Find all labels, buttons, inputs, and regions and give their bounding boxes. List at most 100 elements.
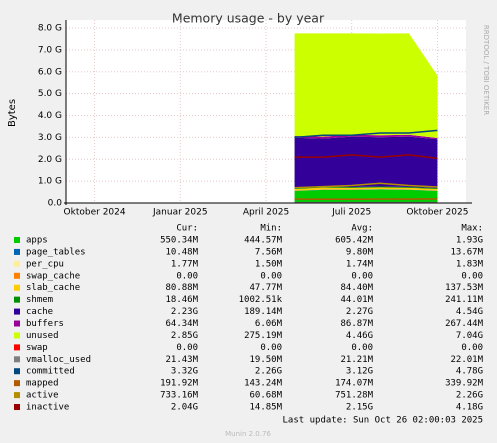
legend-stat: 4.46G — [346, 331, 373, 341]
line — [294, 154, 438, 160]
legend-stat: 174.07M — [335, 379, 374, 389]
legend-stat: 13.67M — [450, 247, 483, 257]
area — [294, 134, 438, 140]
x-tick-label: Juli 2025 — [331, 208, 371, 218]
legend-label: apps — [26, 236, 48, 246]
legend-swatch — [14, 248, 20, 255]
legend-stat: 550.34M — [160, 236, 199, 246]
legend-swatch — [14, 380, 20, 387]
legend-stat: 86.87M — [340, 319, 373, 329]
legend-label: committed — [26, 367, 75, 377]
legend-label: buffers — [26, 319, 64, 329]
legend-stat: 21.21M — [340, 355, 373, 365]
legend-stat: 241.11M — [445, 295, 484, 305]
y-tick-label: 5.0 G — [38, 89, 62, 99]
legend-header: Avg: — [351, 224, 373, 234]
legend-header: Max: — [461, 224, 483, 234]
legend-swatch — [14, 284, 20, 291]
legend-stat: 2.26G — [255, 367, 282, 377]
legend-stat: 60.68M — [249, 391, 282, 401]
legend-label: inactive — [26, 403, 69, 413]
legend-stat: 7.56M — [255, 247, 283, 257]
legend-swatch — [14, 237, 20, 243]
legend-stat: 1002.51k — [239, 295, 283, 305]
legend-stat: 189.14M — [244, 307, 283, 317]
legend-stat: 2.23G — [171, 307, 198, 317]
legend-label: shmem — [26, 295, 53, 305]
legend-stat: 1.50M — [255, 259, 283, 269]
legend-label: swap_cache — [26, 271, 80, 281]
legend-swatch — [14, 272, 20, 279]
legend-label: swap — [26, 343, 48, 353]
legend-stat: 0.00 — [176, 343, 198, 353]
legend-stat: 2.26G — [456, 391, 483, 401]
legend-stat: 84.40M — [340, 283, 373, 293]
legend-stat: 18.46M — [165, 295, 198, 305]
legend-header: Min: — [260, 224, 282, 234]
y-tick-label: 3.0 G — [38, 133, 62, 143]
legend-stat: 64.34M — [165, 319, 198, 329]
x-tick-label: April 2025 — [243, 208, 289, 218]
legend-stat: 2.04G — [171, 403, 198, 413]
legend-stat: 1.93G — [456, 236, 483, 246]
last-update: Last update: Sun Oct 26 02:00:03 2025 — [283, 416, 483, 426]
y-tick-label: 1.0 G — [38, 177, 62, 187]
legend-label: per_cpu — [26, 259, 64, 269]
legend-swatch — [14, 296, 20, 303]
legend-swatch — [14, 260, 20, 267]
legend-stat: 3.12G — [346, 367, 373, 377]
y-tick-label: 4.0 G — [38, 111, 62, 121]
y-tick-label: 8.0 G — [38, 24, 62, 34]
legend-label: slab_cache — [26, 283, 80, 293]
area — [294, 136, 438, 189]
legend-stat: 7.04G — [456, 331, 483, 341]
legend-swatch — [14, 308, 20, 315]
legend-label: page_tables — [26, 247, 86, 257]
legend-stat: 137.53M — [445, 283, 484, 293]
legend-swatch — [14, 368, 20, 375]
legend-swatch — [14, 332, 20, 339]
x-tick-label: Januar 2025 — [152, 208, 208, 218]
line — [294, 129, 438, 139]
footer: Munin 2.0.76 — [225, 430, 271, 438]
legend-stat: 605.42M — [335, 236, 374, 246]
area — [294, 33, 438, 138]
legend-stat: 14.85M — [249, 403, 282, 413]
legend-stat: 444.57M — [244, 236, 283, 246]
x-tick-label: Oktober 2025 — [406, 208, 468, 218]
legend-swatch — [14, 320, 20, 327]
y-axis-label: Bytes — [7, 99, 18, 127]
legend-stat: 4.18G — [456, 403, 483, 413]
legend-stat: 0.00 — [351, 343, 373, 353]
legend-stat: 0.00 — [351, 271, 373, 281]
chart-title: Memory usage - by year — [172, 11, 325, 26]
legend-stat: 2.27G — [346, 307, 373, 317]
legend-label: vmalloc_used — [26, 355, 91, 365]
y-tick-label: 7.0 G — [38, 45, 62, 55]
legend-swatch — [14, 404, 20, 411]
legend-stat: 275.19M — [244, 331, 283, 341]
area — [294, 187, 438, 191]
line — [294, 182, 438, 189]
legend-stat: 339.92M — [445, 379, 484, 389]
legend-stat: 4.78G — [456, 367, 483, 377]
legend-stat: 4.54G — [456, 307, 483, 317]
legend-stat: 19.50M — [249, 355, 282, 365]
legend-stat: 267.44M — [445, 319, 484, 329]
legend-stat: 47.77M — [249, 283, 282, 293]
legend-stat: 1.83M — [456, 259, 484, 269]
legend-stat: 1.77M — [171, 259, 199, 269]
legend-stat: 0.00 — [176, 271, 198, 281]
legend-label: cache — [26, 307, 53, 317]
y-tick-label: 6.0 G — [38, 67, 62, 77]
legend-label: unused — [26, 331, 59, 341]
legend-stat: 0.00 — [260, 343, 282, 353]
legend-stat: 2.85G — [171, 331, 198, 341]
legend-stat: 2.15G — [346, 403, 373, 413]
legend-stat: 10.48M — [165, 247, 198, 257]
legend-label: mapped — [26, 379, 59, 389]
legend-stat: 0.00 — [461, 343, 483, 353]
legend-stat: 3.32G — [171, 367, 198, 377]
legend-swatch — [14, 356, 20, 363]
